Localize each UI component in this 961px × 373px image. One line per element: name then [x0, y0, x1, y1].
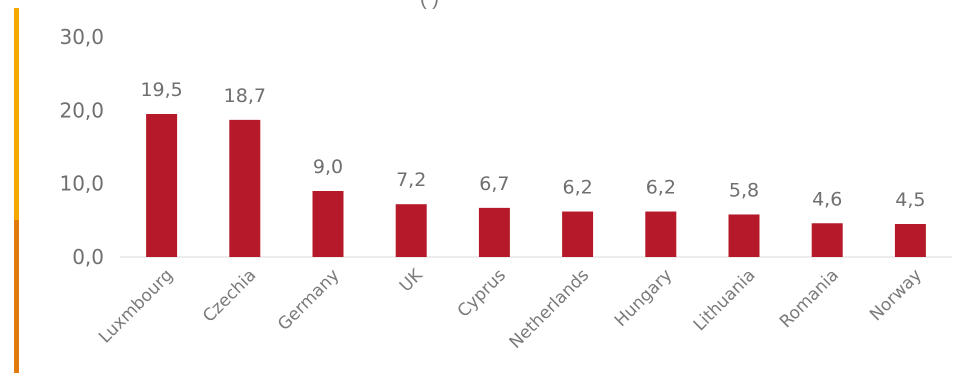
category-label: Romania	[776, 265, 843, 332]
data-label: 9,0	[313, 156, 343, 178]
category-label: Germany	[274, 265, 343, 334]
data-label: 4,6	[812, 188, 842, 210]
data-label: 4,5	[895, 189, 925, 211]
y-tick-label: 20,0	[59, 98, 104, 122]
data-label: 18,7	[224, 85, 266, 107]
data-label: 6,2	[646, 177, 676, 199]
y-tick-label: 0,0	[72, 245, 104, 269]
y-tick-label: 10,0	[59, 172, 104, 196]
bar	[478, 207, 510, 257]
side-bar-bottom-segment	[14, 220, 19, 373]
data-label: 6,2	[562, 177, 592, 199]
bar	[728, 214, 760, 257]
category-label: Czechia	[199, 265, 260, 326]
decorative-side-bar	[14, 8, 19, 373]
bar	[146, 114, 178, 257]
category-label: Cyprus	[454, 265, 510, 321]
chart-title-fragment: ( )	[420, 0, 439, 11]
y-tick-label: 30,0	[59, 25, 104, 49]
category-label: Luxmbourg	[95, 265, 177, 347]
data-label: 5,8	[729, 179, 759, 201]
bar	[395, 204, 427, 257]
data-label: 6,7	[479, 173, 509, 195]
bar	[312, 191, 344, 257]
category-label: Netherlands	[506, 265, 594, 353]
category-label: Lithuania	[690, 265, 760, 335]
category-label: UK	[396, 265, 427, 296]
bar	[894, 224, 926, 257]
category-label: Norway	[866, 265, 926, 325]
bar	[645, 211, 677, 257]
category-label: Hungary	[611, 265, 676, 330]
side-bar-top-segment	[14, 8, 19, 220]
data-label: 19,5	[140, 79, 182, 101]
bar	[811, 223, 843, 257]
data-label: 7,2	[396, 169, 426, 191]
bar	[229, 119, 261, 257]
bar	[562, 211, 594, 257]
